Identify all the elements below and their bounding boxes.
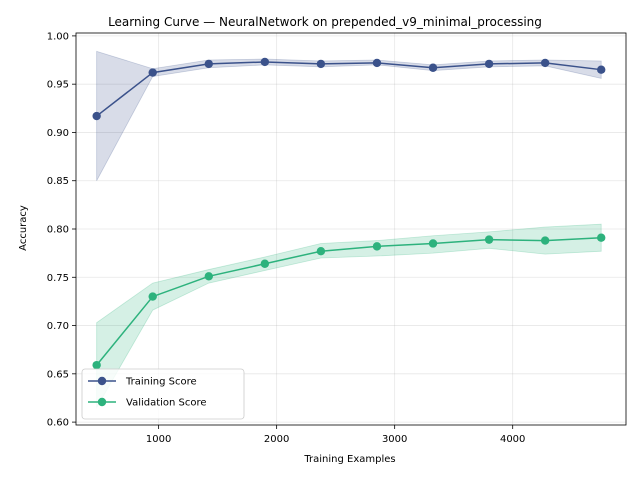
training-score-point (484, 59, 494, 69)
training-score-point (597, 65, 606, 74)
y-tick-label: 0.75 (47, 273, 69, 284)
legend: Training Score Validation Score (81, 368, 245, 420)
validation-score-point (484, 235, 494, 244)
y-tick-label: 0.65 (47, 369, 69, 380)
x-tick-label: 4000 (500, 434, 525, 445)
training-score-point (260, 57, 270, 67)
training-score-legend-label: Training Score (125, 377, 197, 388)
y-axis-label: Accuracy (18, 205, 29, 251)
series-lines (96, 61, 602, 366)
legend-box (81, 368, 245, 420)
validation-score-point (428, 239, 438, 248)
validation-score-legend-marker (97, 397, 107, 407)
training-score-line (96, 61, 602, 117)
chart-title: Learning Curve — NeuralNetwork on prepen… (108, 15, 542, 29)
validation-score-point (260, 259, 270, 268)
validation-score-point (540, 236, 550, 245)
validation-score-point (204, 272, 213, 281)
training-score-point (92, 111, 101, 121)
y-tick-label: 0.85 (47, 176, 69, 187)
validation-score-band (96, 223, 602, 410)
y-axis-ticks: 0.60 0.65 0.70 0.75 0.80 0.85 0.90 0.95 1.00 (47, 31, 76, 429)
y-tick-label: 0.80 (47, 225, 69, 236)
x-tick-label: 1000 (146, 434, 171, 445)
validation-score-point (597, 233, 606, 242)
training-score-point (148, 68, 157, 77)
y-tick-label: 0.95 (47, 80, 69, 91)
y-tick-label: 0.70 (47, 321, 69, 332)
validation-score-point (372, 242, 382, 251)
y-tick-label: 0.60 (47, 418, 69, 429)
training-score-point (428, 63, 438, 72)
x-axis-ticks: 1000 2000 3000 4000 (146, 425, 525, 445)
validation-score-legend-label: Validation Score (126, 398, 207, 409)
training-score-legend-marker (97, 376, 107, 386)
confidence-bands (96, 50, 602, 410)
training-score-point (372, 58, 382, 68)
validation-score-point (148, 292, 157, 301)
training-score-band (96, 50, 602, 181)
validation-score-point (92, 360, 101, 370)
validation-score-line (96, 236, 602, 366)
y-tick-label: 0.90 (47, 128, 69, 139)
x-tick-label: 3000 (382, 434, 407, 445)
training-score-point (540, 58, 550, 68)
x-axis-label: Training Examples (303, 454, 395, 465)
training-score-point (316, 59, 326, 69)
validation-score-point (316, 247, 326, 256)
x-tick-label: 2000 (264, 434, 289, 445)
training-score-point (204, 59, 213, 69)
series-points (92, 57, 606, 370)
y-tick-label: 1.00 (47, 31, 69, 42)
